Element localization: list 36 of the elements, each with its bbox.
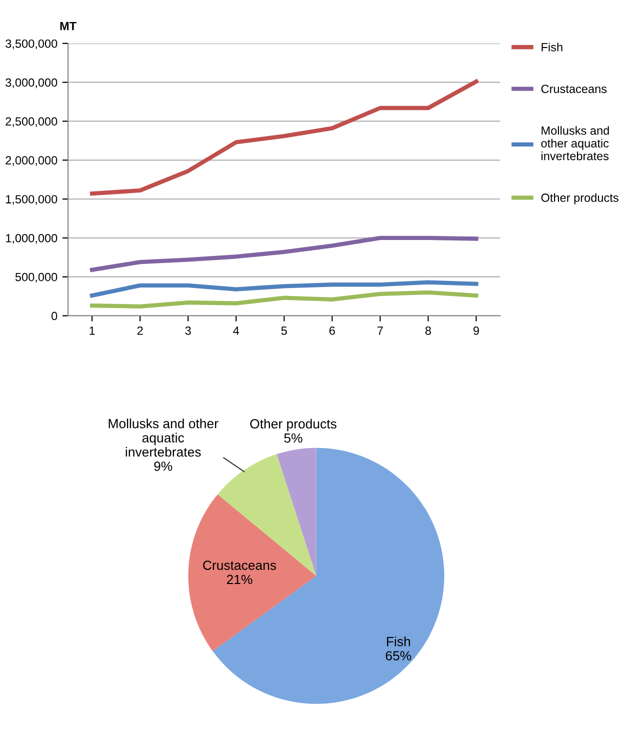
y-tick-label: 2,000,000 bbox=[6, 156, 58, 166]
slice-label: Mollusks and other aquatic invertebrates bbox=[108, 418, 218, 457]
y-tick-label: 500,000 bbox=[15, 272, 58, 283]
x-tick-label: 8 bbox=[425, 326, 431, 335]
y-tick-label: 0 bbox=[52, 312, 58, 320]
line-series bbox=[90, 280, 478, 298]
pie-slice bbox=[188, 494, 316, 652]
y-tick-label: 3,000,000 bbox=[6, 78, 58, 88]
data-label: 5% bbox=[284, 433, 302, 443]
legend-label: Other products bbox=[541, 193, 618, 204]
x-tick-label: 4 bbox=[233, 326, 240, 335]
x-tick-label: 7 bbox=[377, 326, 383, 335]
x-tick-label: 9 bbox=[473, 326, 479, 335]
y-axis-title: MT bbox=[60, 22, 76, 30]
y-tick-label: 1,000,000 bbox=[6, 234, 58, 244]
x-tick-label: 2 bbox=[137, 326, 143, 335]
x-tick-label: 1 bbox=[90, 326, 95, 335]
x-tick-label: 6 bbox=[329, 326, 335, 335]
legend-label: Crustaceans bbox=[541, 84, 607, 94]
legend-label: Mollusks and other aquatic invertebrates bbox=[541, 126, 609, 160]
line-series bbox=[90, 290, 478, 308]
slice-label: Other products bbox=[250, 418, 336, 432]
line-series bbox=[90, 79, 478, 196]
pie-slice bbox=[276, 448, 316, 576]
line-series bbox=[90, 236, 478, 272]
data-label: 65% bbox=[386, 651, 412, 660]
x-tick-label: 3 bbox=[185, 326, 191, 335]
slice-label: Fish bbox=[387, 636, 410, 646]
slice-label: Crustaceans bbox=[203, 560, 276, 570]
y-tick-label: 2,500,000 bbox=[6, 117, 58, 128]
x-tick-label: 5 bbox=[281, 326, 287, 335]
legend-label: Fish bbox=[542, 42, 562, 52]
y-tick-label: 1,500,000 bbox=[6, 195, 58, 205]
data-label: 9% bbox=[154, 462, 172, 471]
y-tick-label: 3,500,000 bbox=[6, 39, 58, 50]
data-label: 21% bbox=[226, 574, 252, 584]
